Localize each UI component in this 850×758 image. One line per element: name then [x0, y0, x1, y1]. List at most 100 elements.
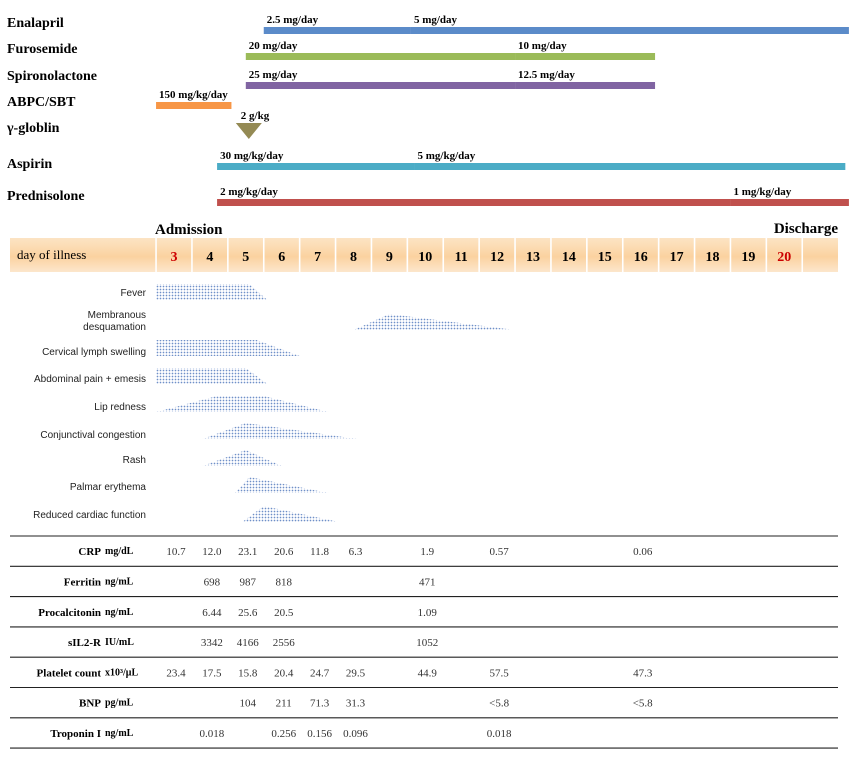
lab-value: 23.1 — [238, 546, 257, 558]
day-cell: 5 — [242, 250, 249, 265]
day-cell: 19 — [741, 250, 755, 265]
lab-value: 24.7 — [310, 667, 330, 679]
lab-name-procalcitonin: Procalcitonin — [38, 607, 101, 619]
symptom-shape-fever — [156, 284, 268, 300]
med-name-prednisolone: Prednisolone — [7, 189, 85, 204]
lab-name-crp: CRP — [78, 546, 101, 558]
med-bar-enalapril — [263, 27, 411, 34]
symptom-label-reduced-cardiac-function: Reduced cardiac function — [33, 510, 146, 521]
day-cell: 8 — [350, 250, 357, 265]
lab-value: <5.8 — [633, 698, 653, 710]
day-cell: 17 — [670, 250, 684, 265]
lab-name-ferritin: Ferritin — [64, 576, 101, 588]
med-bar-enalapril — [410, 27, 849, 34]
lab-value: 31.3 — [346, 698, 366, 710]
lab-value: 44.9 — [418, 667, 438, 679]
day-cell: 3 — [171, 250, 178, 265]
med-bar-aspirin — [414, 163, 846, 170]
dose-label: 2 mg/kg/day — [220, 186, 278, 198]
lab-value: 57.5 — [489, 667, 509, 679]
lab-unit: IU/mL — [105, 637, 134, 648]
med-bar-furosemide — [515, 53, 656, 60]
lab-value: 2556 — [273, 637, 296, 649]
symptom-label-membranous-desquamation: desquamation — [83, 322, 146, 333]
day-of-illness-label: day of illness — [17, 247, 86, 262]
dose-label: 10 mg/day — [518, 40, 567, 52]
day-cell: 16 — [634, 250, 648, 265]
day-cell: 20 — [777, 250, 791, 265]
day-cell: 7 — [314, 250, 321, 265]
dose-label: 30 mg/kg/day — [220, 150, 284, 162]
dose-label: 5 mg/kg/day — [418, 150, 476, 162]
symptom-label-palmar-erythema: Palmar erythema — [70, 482, 147, 493]
lab-value: 818 — [275, 576, 292, 588]
lab-value: 25.6 — [238, 607, 258, 619]
lab-value: 211 — [276, 698, 292, 710]
medication-section: Enalapril 2.5 mg/day 5 mg/day Furosemide 20 … — [6, 14, 849, 206]
day-cell: 15 — [598, 250, 612, 265]
symptom-shape-conjunctival-congestion — [202, 423, 358, 439]
dose-label: 20 mg/day — [249, 40, 298, 52]
med-name-furosemide: Furosemide — [7, 42, 78, 57]
symptom-label-fever: Fever — [120, 288, 146, 299]
symptom-shape-abdominal-pain-emesis — [156, 368, 268, 384]
lab-value: 0.256 — [271, 728, 296, 740]
day-cell: 10 — [418, 250, 432, 265]
lab-value: 1.09 — [418, 607, 438, 619]
lab-value: 3342 — [201, 637, 223, 649]
lab-value: 6.44 — [202, 607, 222, 619]
lab-unit: pg/mL — [105, 698, 134, 709]
lab-value: 6.3 — [349, 546, 363, 558]
symptom-shape-reduced-cardiac-function — [242, 506, 340, 522]
med-name-abpc-sbt: ABPC/SBT — [7, 95, 76, 110]
lab-unit: mg/dL — [105, 546, 134, 557]
lab-value: 20.5 — [274, 607, 294, 619]
lab-value: 15.8 — [238, 667, 258, 679]
symptom-label-cervical-lymph-swelling: Cervical lymph swelling — [42, 347, 146, 358]
discharge-label: Discharge — [774, 221, 838, 237]
lab-value: 20.6 — [274, 546, 294, 558]
lab-value: 12.0 — [202, 546, 222, 558]
med-name-enalapril: Enalapril — [7, 16, 64, 31]
lab-unit: ng/mL — [105, 607, 134, 618]
day-cell: 13 — [526, 250, 540, 265]
med-bar-spironolactone — [515, 82, 656, 89]
lab-value: 10.7 — [166, 546, 186, 558]
lab-value: 11.8 — [310, 546, 329, 558]
lab-value: 71.3 — [310, 698, 330, 710]
dose-label: 5 mg/day — [414, 14, 458, 26]
day-strip — [10, 238, 838, 272]
lab-name-troponin-i: Troponin I — [50, 728, 101, 740]
med-bar-aspirin — [217, 163, 415, 170]
lab-value: 0.096 — [343, 728, 368, 740]
day-cell: 18 — [706, 250, 720, 265]
lab-table: CRP mg/dL 10.7 12.0 23.1 20.6 11.8 6.3 1.9 0.57 0.… — [10, 535, 838, 749]
lab-value: <5.8 — [489, 698, 509, 710]
lab-value: 1.9 — [420, 546, 434, 558]
lab-value: 0.018 — [487, 728, 512, 740]
symptom-shape-cervical-lymph-swelling — [156, 340, 300, 356]
day-cell: 6 — [278, 250, 285, 265]
symptom-label-membranous-desquamation: Membranous — [88, 310, 146, 321]
dose-label: 2.5 mg/day — [267, 14, 319, 26]
med-name-globlin: γ-globlin — [6, 121, 60, 136]
lab-value: 47.3 — [633, 667, 653, 679]
dose-label: 2 g/kg — [241, 110, 270, 122]
lab-value: 0.57 — [489, 546, 509, 558]
lab-value: 29.5 — [346, 667, 366, 679]
lab-value: 987 — [240, 576, 257, 588]
lab-value: 17.5 — [202, 667, 222, 679]
med-bar-furosemide — [245, 53, 516, 60]
med-bar-prednisolone — [217, 199, 731, 206]
med-bar-prednisolone — [730, 199, 849, 206]
day-cell: 9 — [386, 250, 393, 265]
lab-value: 23.4 — [166, 667, 186, 679]
dose-label: 25 mg/day — [249, 69, 298, 81]
dose-label: 12.5 mg/day — [518, 69, 575, 81]
med-bar-abpc-sbt — [156, 102, 232, 109]
lab-value: 0.156 — [307, 728, 332, 740]
day-cell: 4 — [206, 250, 213, 265]
med-name-aspirin: Aspirin — [7, 157, 52, 172]
lab-value: 1052 — [416, 637, 438, 649]
